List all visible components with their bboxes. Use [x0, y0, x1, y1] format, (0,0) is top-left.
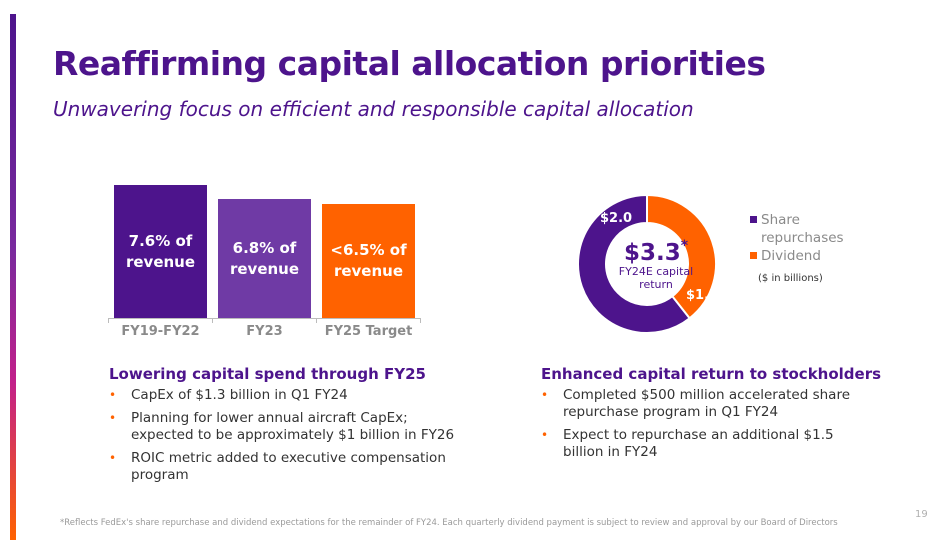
- bar-fy25-target: <6.5% of revenue: [322, 204, 415, 318]
- capex-bullet-list: • CapEx of $1.3 billion in Q1 FY24 • Plann…: [109, 387, 459, 490]
- footnote: *Reflects FedEx's share repurchase and d…: [60, 518, 838, 528]
- units-note: ($ in billions): [758, 273, 823, 284]
- bar-data-label-line1: 6.8% of: [232, 238, 297, 257]
- x-axis-tick: [108, 318, 109, 323]
- footnote-marker: *: [680, 238, 689, 254]
- list-item: • Planning for lower annual aircraft CapE…: [109, 410, 455, 443]
- donut-center-value: $3.3*: [623, 238, 689, 266]
- x-tick-label: FY19-FY22: [121, 324, 200, 339]
- x-tick-label: FY23: [246, 324, 283, 339]
- bullet-icon: •: [109, 411, 117, 425]
- x-axis-line: [108, 318, 421, 319]
- capital-return-bullet-list: • Completed $500 million accelerated shar…: [541, 387, 876, 467]
- x-tick-label: FY25 Target: [324, 324, 413, 339]
- bullet-icon: •: [541, 388, 549, 402]
- legend-swatch-share-repurchases: [750, 216, 757, 223]
- slice-label-share-repurchases: $2.0: [600, 211, 633, 226]
- x-axis-tick: [420, 318, 421, 323]
- x-axis-tick: [212, 318, 213, 323]
- bar-data-label-line2: revenue: [333, 262, 404, 280]
- legend-label-dividend: Dividend: [761, 248, 821, 264]
- bar-data-label-line1: 7.6% of: [128, 231, 193, 250]
- donut-slice-dividend: [646, 193, 717, 320]
- bullet-icon: •: [109, 388, 117, 402]
- donut-center-label: FY24E capital return: [618, 265, 694, 291]
- page-title: Reaffirming capital allocation prioritie…: [53, 44, 766, 83]
- bar-data-label-line2: revenue: [125, 252, 196, 271]
- page-number: 19: [915, 509, 928, 520]
- list-item: • Completed $500 million accelerated shar…: [541, 387, 851, 420]
- capex-heading: Lowering capital spend through FY25: [109, 365, 426, 383]
- donut-slice-share-repurchases: [578, 193, 692, 334]
- capital-return-donut-chart: [578, 193, 717, 334]
- legend-label-share-repurchases: Share repurchases: [761, 212, 844, 246]
- page-subtitle: Unwavering focus on efficient and respon…: [53, 97, 694, 121]
- bar-data-label-line2: revenue: [229, 259, 300, 278]
- slice-label-dividend: $1.3: [686, 288, 719, 303]
- list-item: • Expect to repurchase an additional $1.5…: [541, 427, 834, 460]
- capital-return-heading: Enhanced capital return to stockholders: [541, 365, 882, 383]
- bar-fy19-fy22: 7.6% of revenue: [114, 185, 207, 318]
- accent-bar: [10, 14, 16, 540]
- bullet-icon: •: [541, 428, 549, 442]
- bar-data-label-line1: <6.5% of: [330, 241, 407, 259]
- legend-swatch-dividend: [750, 252, 757, 259]
- bar-fy23: 6.8% of revenue: [218, 199, 311, 318]
- list-item: • CapEx of $1.3 billion in Q1 FY24: [109, 387, 348, 403]
- x-axis-tick: [316, 318, 317, 323]
- bullet-icon: •: [109, 451, 117, 465]
- list-item: • ROIC metric added to executive compensa…: [109, 450, 446, 483]
